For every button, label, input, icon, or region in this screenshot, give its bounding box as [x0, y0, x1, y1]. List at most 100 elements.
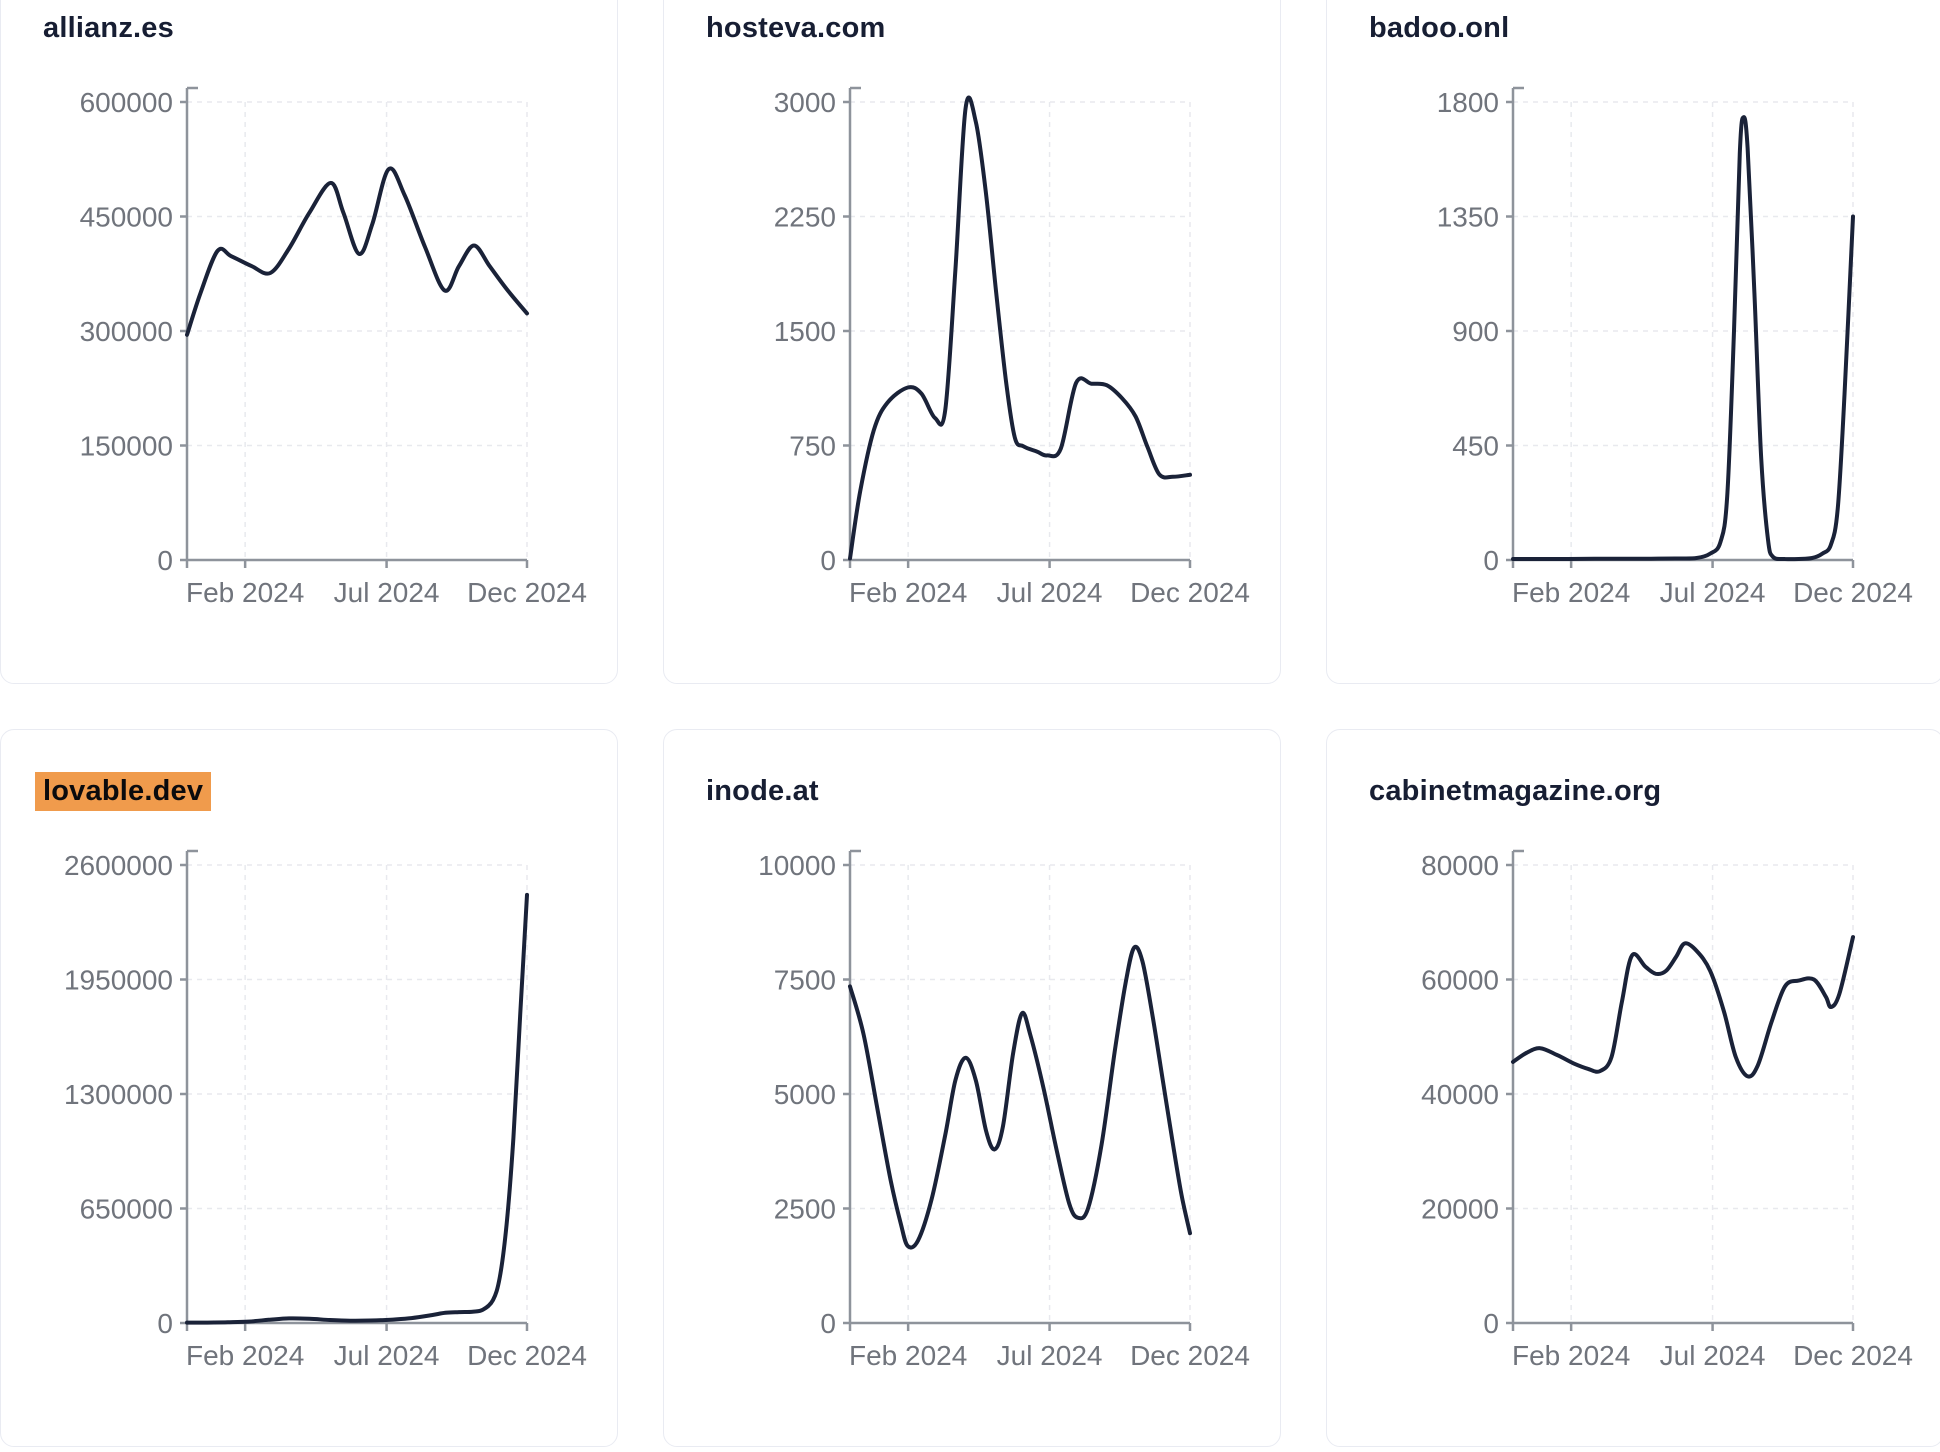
series-line [185, 892, 529, 1325]
svg-text:0: 0 [820, 545, 836, 576]
svg-text:750: 750 [789, 431, 836, 462]
svg-text:150000: 150000 [80, 431, 173, 462]
svg-text:20000: 20000 [1421, 1194, 1499, 1225]
traffic-line-chart: 0 150000 300000 450000 600000 Feb 2024 Jul 202… [80, 86, 587, 608]
card-header: lovable.dev [35, 772, 617, 811]
svg-text:1950000: 1950000 [64, 965, 173, 996]
gridlines [1513, 864, 1854, 1323]
svg-text:Dec 2024: Dec 2024 [467, 1340, 587, 1371]
svg-text:Jul 2024: Jul 2024 [997, 1340, 1103, 1371]
gridlines [850, 864, 1191, 1323]
svg-text:2600000: 2600000 [64, 850, 173, 881]
domain-title: lovable.dev [35, 772, 212, 811]
svg-text:Dec 2024: Dec 2024 [1793, 577, 1913, 608]
svg-text:Dec 2024: Dec 2024 [1793, 1340, 1913, 1371]
series-line [848, 95, 1192, 561]
svg-text:Feb 2024: Feb 2024 [1512, 577, 1630, 608]
svg-text:7500: 7500 [774, 965, 836, 996]
svg-text:1350: 1350 [1437, 202, 1499, 233]
card-header: hosteva.com [706, 11, 1280, 45]
x-tick-labels: Feb 2024 Jul 2024 Dec 2024 [849, 1340, 1250, 1371]
x-tick-labels: Feb 2024 Jul 2024 Dec 2024 [1512, 577, 1913, 608]
x-tick-labels: Feb 2024 Jul 2024 Dec 2024 [186, 1340, 587, 1371]
svg-text:Jul 2024: Jul 2024 [997, 577, 1103, 608]
svg-text:450000: 450000 [80, 202, 173, 233]
axes [843, 849, 1192, 1331]
domain-title: inode.at [706, 775, 819, 807]
svg-text:Dec 2024: Dec 2024 [1130, 1340, 1250, 1371]
svg-text:Feb 2024: Feb 2024 [849, 577, 967, 608]
series-line [185, 166, 529, 337]
svg-text:10000: 10000 [758, 850, 836, 881]
svg-text:5000: 5000 [774, 1079, 836, 1110]
chart-card: badoo.onl 0 450 900 1350 1800 Feb 2024 Jul 202… [1326, 0, 1940, 684]
axes [843, 86, 1192, 568]
card-header: badoo.onl [1369, 11, 1940, 45]
svg-text:300000: 300000 [80, 316, 173, 347]
domain-title: allianz.es [43, 12, 174, 44]
series-line [848, 944, 1192, 1250]
x-tick-labels: Feb 2024 Jul 2024 Dec 2024 [1512, 1340, 1913, 1371]
svg-text:1500: 1500 [774, 316, 836, 347]
svg-text:0: 0 [157, 545, 173, 576]
y-tick-labels: 0 150000 300000 450000 600000 [80, 87, 173, 576]
svg-text:0: 0 [820, 1308, 836, 1339]
svg-text:40000: 40000 [1421, 1079, 1499, 1110]
traffic-line-chart: 0 2500 5000 7500 10000 Feb 2024 Jul 2024 Dec 20… [758, 849, 1250, 1371]
series-line [1511, 115, 1855, 562]
card-header: inode.at [706, 774, 1280, 808]
gridlines [850, 101, 1191, 560]
svg-text:Feb 2024: Feb 2024 [1512, 1340, 1630, 1371]
traffic-line-chart: 0 750 1500 2250 3000 Feb 2024 Jul 2024 Dec 2024 [774, 86, 1250, 608]
svg-text:3000: 3000 [774, 87, 836, 118]
axes [180, 86, 529, 568]
x-tick-labels: Feb 2024 Jul 2024 Dec 2024 [849, 577, 1250, 608]
y-tick-labels: 0 2500 5000 7500 10000 [758, 850, 836, 1339]
chart-card: cabinetmagazine.org 0 20000 40000 60000 8000… [1326, 729, 1940, 1447]
series-line [1511, 935, 1855, 1079]
svg-text:Jul 2024: Jul 2024 [334, 1340, 440, 1371]
svg-text:Feb 2024: Feb 2024 [849, 1340, 967, 1371]
y-tick-labels: 0 450 900 1350 1800 [1437, 87, 1499, 576]
svg-text:1300000: 1300000 [64, 1079, 173, 1110]
card-header: allianz.es [43, 11, 617, 45]
chart-card: lovable.dev 0 650000 1300000 1950000 2600000… [0, 729, 618, 1447]
svg-text:Dec 2024: Dec 2024 [467, 577, 587, 608]
svg-text:2250: 2250 [774, 202, 836, 233]
domain-title: badoo.onl [1369, 12, 1510, 44]
gridlines [187, 101, 528, 560]
svg-text:650000: 650000 [80, 1194, 173, 1225]
y-tick-labels: 0 750 1500 2250 3000 [774, 87, 836, 576]
svg-text:60000: 60000 [1421, 965, 1499, 996]
traffic-line-chart: 0 20000 40000 60000 80000 Feb 2024 Jul 2024 Dec… [1421, 849, 1913, 1371]
axes [1506, 86, 1855, 568]
x-tick-labels: Feb 2024 Jul 2024 Dec 2024 [186, 577, 587, 608]
gridlines [187, 864, 528, 1323]
svg-text:900: 900 [1452, 316, 1499, 347]
svg-text:Jul 2024: Jul 2024 [1660, 577, 1766, 608]
svg-text:Feb 2024: Feb 2024 [186, 577, 304, 608]
traffic-line-chart: 0 450 900 1350 1800 Feb 2024 Jul 2024 Dec 2024 [1437, 86, 1913, 608]
card-header: cabinetmagazine.org [1369, 774, 1940, 808]
svg-text:0: 0 [157, 1308, 173, 1339]
svg-text:Jul 2024: Jul 2024 [1660, 1340, 1766, 1371]
svg-text:0: 0 [1483, 1308, 1499, 1339]
chart-card: hosteva.com 0 750 1500 2250 3000 Feb 2024 Jul … [663, 0, 1281, 684]
y-tick-labels: 0 20000 40000 60000 80000 [1421, 850, 1499, 1339]
chart-card: inode.at 0 2500 5000 7500 10000 Feb 2024 Jul 2… [663, 729, 1281, 1447]
svg-text:Feb 2024: Feb 2024 [186, 1340, 304, 1371]
y-tick-labels: 0 650000 1300000 1950000 2600000 [64, 850, 173, 1339]
traffic-line-chart: 0 650000 1300000 1950000 2600000 Feb 2024 Jul … [64, 849, 587, 1371]
axes [1506, 849, 1855, 1331]
svg-text:450: 450 [1452, 431, 1499, 462]
svg-text:1800: 1800 [1437, 87, 1499, 118]
svg-text:600000: 600000 [80, 87, 173, 118]
axes [180, 849, 529, 1331]
chart-card: allianz.es 0 150000 300000 450000 600000 Feb … [0, 0, 618, 684]
svg-text:0: 0 [1483, 545, 1499, 576]
svg-text:Jul 2024: Jul 2024 [334, 577, 440, 608]
domain-title: cabinetmagazine.org [1369, 775, 1662, 807]
svg-text:80000: 80000 [1421, 850, 1499, 881]
svg-text:2500: 2500 [774, 1194, 836, 1225]
